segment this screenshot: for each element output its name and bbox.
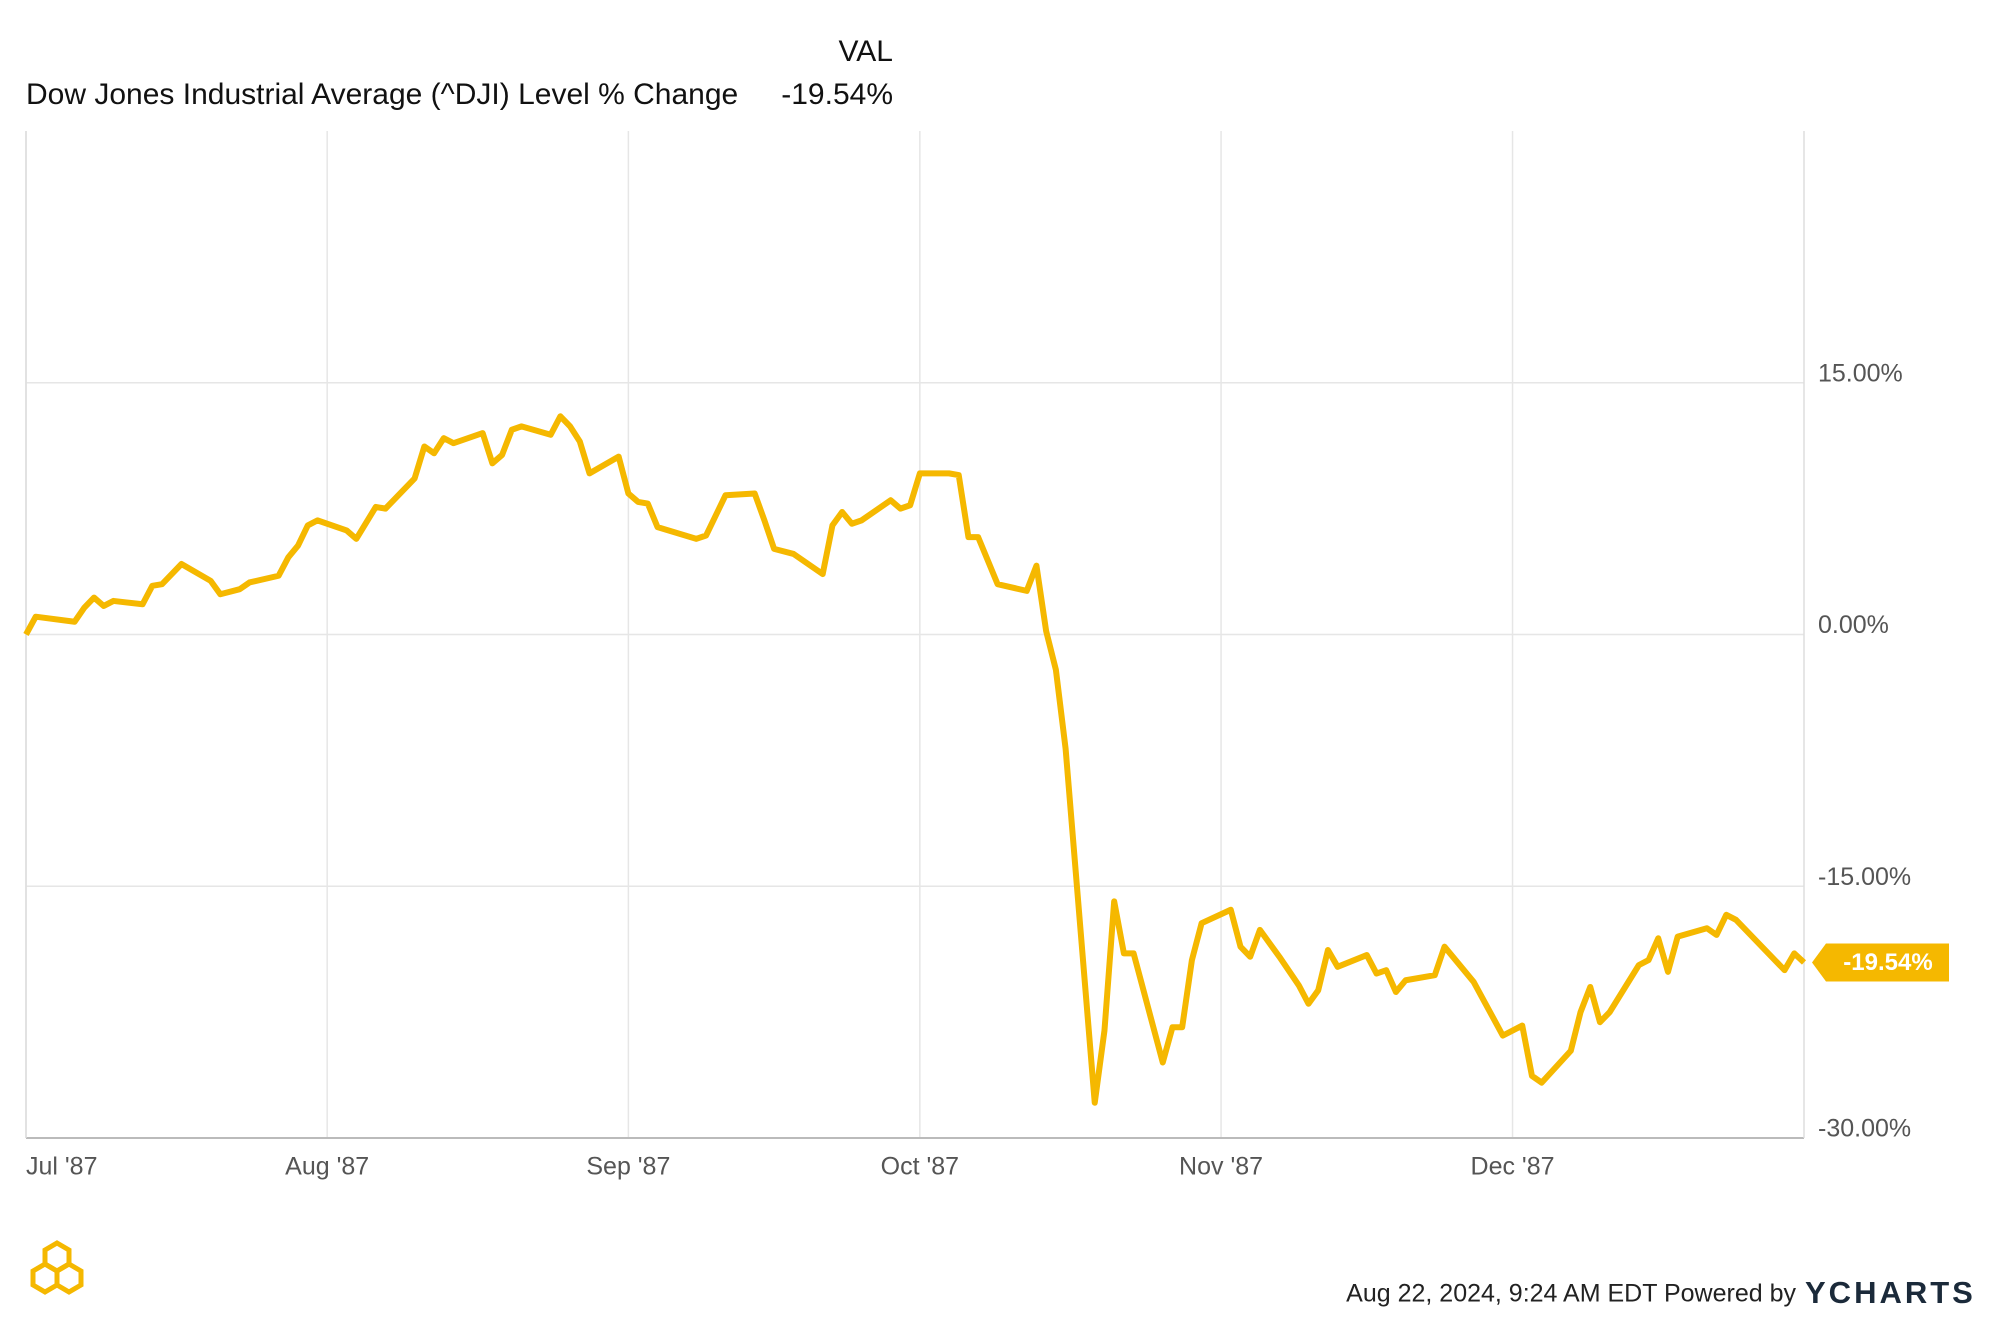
footer-timestamp: Aug 22, 2024, 9:24 AM EDT Powered by bbox=[1346, 1280, 1796, 1308]
last-value-flag bbox=[1812, 943, 1949, 982]
y-tick-label: 0.00% bbox=[1818, 611, 1889, 639]
x-tick-label: Oct '87 bbox=[881, 1153, 959, 1181]
y-tick-label: -15.00% bbox=[1818, 863, 1911, 891]
legend-value: -19.54% bbox=[781, 78, 893, 111]
y-tick-label: -30.00% bbox=[1818, 1115, 1911, 1143]
logo bbox=[30, 1240, 84, 1295]
column-header: VAL bbox=[839, 35, 893, 68]
x-tick-label: Aug '87 bbox=[285, 1153, 369, 1181]
x-tick-label: Dec '87 bbox=[1471, 1153, 1555, 1181]
y-tick-label: 15.00% bbox=[1818, 359, 1903, 387]
x-tick-label: Jul '87 bbox=[26, 1153, 97, 1181]
last-value-label: -19.54% bbox=[1843, 949, 1932, 976]
x-tick-label: Nov '87 bbox=[1179, 1153, 1263, 1181]
x-tick-label: Sep '87 bbox=[586, 1153, 670, 1181]
footer-brand: YCHARTS bbox=[1805, 1275, 1976, 1310]
legend-series-name: Dow Jones Industrial Average (^DJI) Leve… bbox=[26, 78, 738, 111]
data-line bbox=[23, 413, 1807, 1106]
